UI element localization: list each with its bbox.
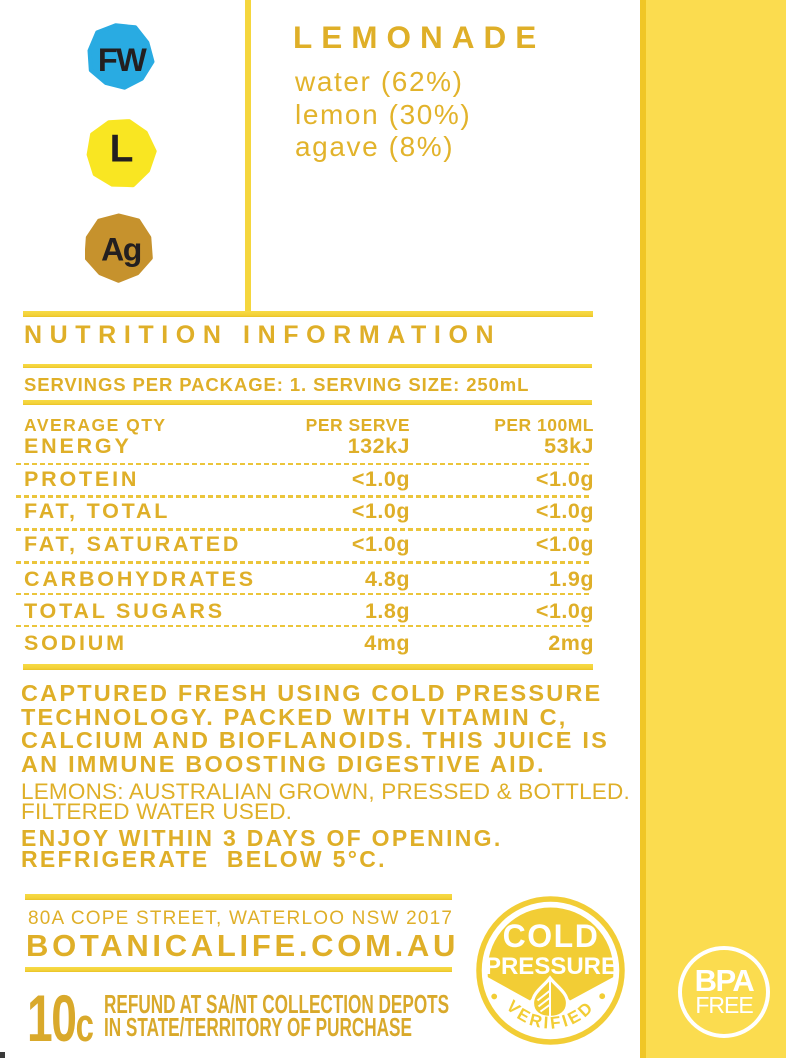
svg-text:Ag: Ag — [101, 232, 141, 268]
svg-text:PRESSURE: PRESSURE — [485, 953, 617, 980]
svg-text:FW: FW — [98, 42, 147, 78]
svg-text:L: L — [110, 128, 134, 171]
svg-text:COLD: COLD — [503, 918, 600, 954]
